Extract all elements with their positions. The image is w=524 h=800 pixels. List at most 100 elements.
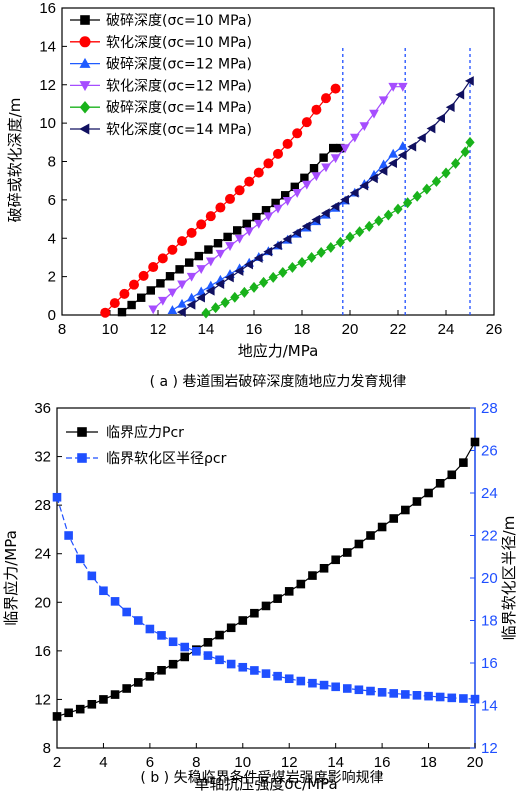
data-point-a (224, 272, 234, 283)
series-line-b (56, 497, 476, 700)
data-point-a (359, 122, 370, 132)
y-axis-label-right-b: 临界软化区半径/m (500, 516, 518, 641)
data-point-a (378, 96, 389, 106)
data-point-a (100, 307, 111, 318)
data-point-a (364, 220, 374, 232)
data-point-a (388, 158, 397, 169)
data-point-a (205, 257, 216, 267)
series-a-3 (148, 82, 408, 315)
x-tick-label-b: 8 (192, 754, 200, 771)
data-point-a (311, 172, 322, 182)
data-point-a (450, 157, 461, 169)
x-tick-label-b: 2 (53, 754, 61, 771)
data-point-a (234, 185, 245, 196)
legend-marker-a (79, 123, 90, 135)
data-point-a (345, 231, 355, 243)
data-point-b (412, 691, 422, 700)
data-point-a (148, 262, 159, 273)
y-right-tick-label-b: 12 (481, 740, 498, 757)
x-axis-label-b: 单轴抗压强度σc/MPa (194, 775, 337, 793)
data-point-b (157, 631, 166, 640)
data-point-b (261, 601, 271, 611)
legend-marker-a (79, 81, 91, 92)
data-point-a (253, 167, 264, 178)
data-point-a (292, 227, 301, 238)
data-point-a (146, 286, 155, 295)
data-point-a (319, 153, 328, 162)
legend-marker-a (79, 100, 91, 114)
data-point-b (366, 686, 375, 696)
data-point-a (460, 146, 470, 158)
data-point-a (393, 203, 403, 215)
data-point-b (192, 647, 201, 656)
data-point-a (220, 297, 230, 308)
x-tick-label-b: 14 (327, 754, 344, 771)
y-axis-label-b: 临界应力/MPa (2, 530, 20, 626)
series-a-4 (201, 136, 475, 319)
y-tick-label-a: 0 (48, 307, 56, 324)
data-point-a (239, 286, 250, 298)
data-point-b (250, 608, 259, 618)
data-point-b (64, 708, 73, 718)
data-point-b (319, 680, 329, 690)
data-point-a (287, 261, 298, 273)
x-tick-label-a: 20 (342, 321, 359, 338)
data-point-b (75, 704, 85, 714)
data-point-a (271, 198, 280, 208)
data-point-b (284, 587, 294, 596)
data-point-b (377, 688, 387, 697)
x-tick-label-a: 14 (198, 321, 215, 338)
data-point-b (273, 671, 282, 681)
data-point-a (175, 265, 184, 274)
y-tick-label-a: 2 (48, 269, 56, 286)
data-point-a (281, 191, 290, 200)
data-point-a (225, 193, 235, 204)
data-point-a (261, 206, 271, 215)
data-point-a (225, 242, 235, 251)
data-point-a (268, 271, 278, 283)
data-point-a (378, 166, 388, 176)
data-point-a (330, 154, 341, 164)
data-point-a (321, 163, 331, 173)
data-point-a (157, 296, 168, 306)
data-point-a (273, 204, 283, 214)
data-point-a (359, 180, 369, 191)
axis-ticks-b: 2 4 6 8 10 12 14 16 18 20812162024283236121416182… (34, 400, 497, 771)
data-point-a (215, 202, 226, 213)
data-point-a (263, 212, 274, 222)
data-point-a (119, 288, 130, 299)
data-point-b (75, 554, 85, 564)
data-point-a (349, 133, 360, 143)
y-right-tick-label-b: 18 (481, 613, 498, 630)
x-tick-label-a: 26 (486, 321, 503, 338)
x-tick-label-b: 6 (146, 754, 154, 771)
data-point-a (242, 219, 251, 229)
data-point-a (354, 226, 365, 238)
data-point-a (311, 214, 321, 225)
data-point-b (52, 492, 62, 502)
data-point-a (301, 180, 312, 190)
data-point-b (389, 514, 399, 523)
data-point-a (441, 167, 451, 179)
data-point-b (215, 655, 224, 665)
data-point-b (64, 531, 73, 540)
data-point-a (320, 208, 330, 218)
data-point-a (397, 82, 408, 92)
data-point-b (435, 478, 445, 488)
data-point-a (234, 266, 244, 276)
data-point-a (422, 183, 432, 195)
data-point-a (194, 251, 203, 261)
y-axis-label-a: 破碎或软化深度/m (6, 98, 24, 223)
y-right-tick-label-b: 24 (481, 485, 498, 502)
data-point-b (238, 662, 248, 672)
data-point-b (87, 699, 97, 709)
data-point-a (186, 300, 196, 310)
series-group-a (100, 76, 475, 319)
data-point-a (465, 136, 475, 148)
data-point-a (335, 236, 346, 248)
data-point-a (330, 201, 340, 212)
data-point-b (180, 652, 190, 662)
data-point-a (186, 272, 197, 282)
x-tick-label-a: 10 (102, 321, 119, 338)
data-point-a (329, 143, 338, 153)
